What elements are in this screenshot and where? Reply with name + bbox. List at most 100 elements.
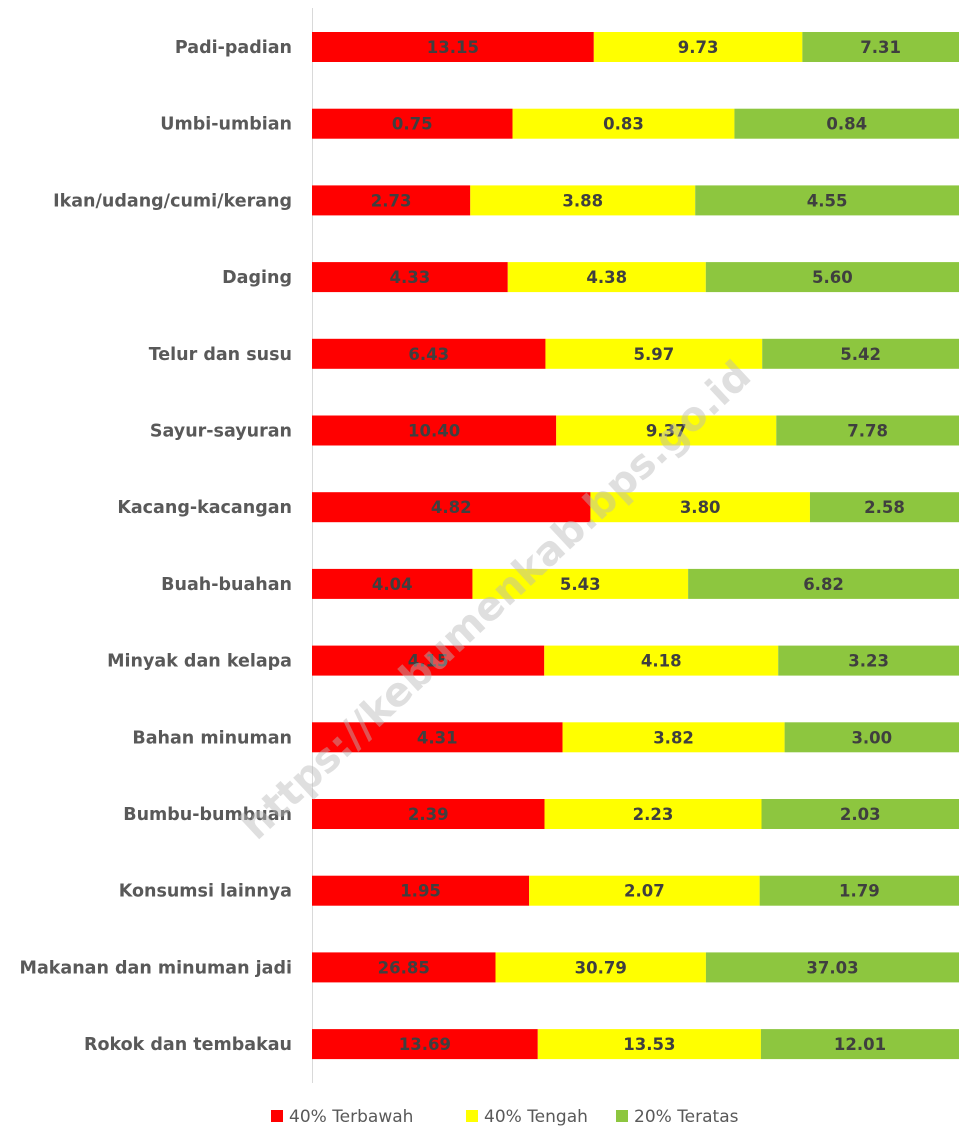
- value-label-20-teratas-minyak-dan-kelapa: 3.23: [848, 652, 889, 671]
- category-label-ikan-udang-cumi-kerang: Ikan/udang/cumi/kerang: [53, 191, 292, 211]
- bar-40-terbawah-buah-buahan: [312, 568, 473, 599]
- value-label-20-teratas-konsumsi-lainnya: 1.79: [839, 882, 880, 901]
- category-label-bahan-minuman: Bahan minuman: [132, 728, 292, 748]
- legend-label-40-terbawah: 40% Terbawah: [289, 1107, 413, 1127]
- legend: 40% Terbawah 40% Tengah 20% Teratas: [271, 1107, 739, 1127]
- bar-40-tengah-umbi-umbian: [512, 108, 735, 139]
- value-label-40-terbawah-bumbu-bumbuan: 2.39: [408, 805, 449, 824]
- value-label-40-tengah-telur-dan-susu: 5.97: [633, 345, 674, 364]
- legend-swatch-20-teratas: [616, 1110, 628, 1122]
- value-label-20-teratas-kacang-kacangan: 2.58: [864, 498, 905, 517]
- bar-40-tengah-konsumsi-lainnya: [529, 875, 760, 906]
- bar-40-tengah-bahan-minuman: [562, 722, 785, 753]
- category-label-umbi-umbian: Umbi-umbian: [160, 115, 292, 135]
- bar-20-teratas-makanan-dan-minuman-jadi: [705, 952, 959, 983]
- category-label-makanan-dan-minuman-jadi: Makanan dan minuman jadi: [20, 958, 292, 978]
- category-labels-group: Padi-padian Umbi-umbian Ikan/udang/cumi/ke…: [20, 38, 292, 1055]
- value-label-40-tengah-makanan-dan-minuman-jadi: 30.79: [575, 958, 627, 977]
- bar-20-teratas-minyak-dan-kelapa: [778, 645, 959, 676]
- value-label-40-tengah-rokok-dan-tembakau: 13.53: [623, 1035, 675, 1054]
- value-label-40-tengah-ikan-udang-cumi-kerang: 3.88: [562, 191, 603, 210]
- bar-40-terbawah-padi-padian: [312, 32, 594, 62]
- bar-40-terbawah-minyak-dan-kelapa: [312, 645, 545, 676]
- value-labels-group: 13.15 9.73 7.31 0.75 0.83 0.84 2.73 3.88 4.55 4.3…: [371, 38, 905, 1054]
- bar-40-terbawah-umbi-umbian: [312, 108, 513, 139]
- value-label-40-terbawah-makanan-dan-minuman-jadi: 26.85: [378, 958, 430, 977]
- value-label-40-tengah-sayur-sayuran: 9.37: [646, 422, 687, 441]
- value-label-40-terbawah-rokok-dan-tembakau: 13.69: [399, 1035, 451, 1054]
- category-label-konsumsi-lainnya: Konsumsi lainnya: [119, 882, 292, 902]
- bar-20-teratas-kacang-kacangan: [809, 492, 959, 523]
- value-label-40-terbawah-umbi-umbian: 0.75: [392, 115, 433, 134]
- category-label-padi-padian: Padi-padian: [175, 38, 292, 58]
- value-label-40-terbawah-bahan-minuman: 4.31: [417, 728, 458, 747]
- bar-20-teratas-bumbu-bumbuan: [761, 799, 959, 829]
- bar-40-terbawah-daging: [312, 262, 508, 293]
- value-label-20-teratas-makanan-dan-minuman-jadi: 37.03: [806, 958, 858, 977]
- category-label-telur-dan-susu: Telur dan susu: [149, 345, 292, 365]
- value-label-40-terbawah-ikan-udang-cumi-kerang: 2.73: [371, 191, 412, 210]
- value-label-40-tengah-padi-padian: 9.73: [678, 38, 719, 57]
- value-label-40-terbawah-kacang-kacangan: 4.82: [431, 498, 472, 517]
- value-label-20-teratas-ikan-udang-cumi-kerang: 4.55: [807, 191, 848, 210]
- bar-40-tengah-padi-padian: [593, 32, 803, 62]
- bar-20-teratas-umbi-umbian: [734, 108, 959, 139]
- bar-20-teratas-padi-padian: [802, 32, 959, 62]
- value-label-40-tengah-konsumsi-lainnya: 2.07: [624, 882, 665, 901]
- bar-40-tengah-makanan-dan-minuman-jadi: [495, 952, 706, 983]
- bar-40-tengah-bumbu-bumbuan: [544, 799, 762, 829]
- bar-40-terbawah-bahan-minuman: [312, 722, 563, 753]
- bar-40-tengah-minyak-dan-kelapa: [544, 645, 779, 676]
- category-label-sayur-sayuran: Sayur-sayuran: [150, 422, 292, 442]
- legend-label-40-tengah: 40% Tengah: [484, 1107, 588, 1127]
- value-label-40-tengah-bumbu-bumbuan: 2.23: [633, 805, 674, 824]
- bar-40-terbawah-sayur-sayuran: [312, 415, 557, 446]
- value-label-20-teratas-buah-buahan: 6.82: [803, 575, 844, 594]
- value-label-40-tengah-umbi-umbian: 0.83: [603, 115, 644, 134]
- bar-20-teratas-rokok-dan-tembakau: [760, 1029, 959, 1060]
- bar-40-tengah-sayur-sayuran: [556, 415, 777, 446]
- bar-40-terbawah-ikan-udang-cumi-kerang: [312, 185, 471, 216]
- value-label-40-tengah-minyak-dan-kelapa: 4.18: [641, 652, 682, 671]
- value-label-20-teratas-bumbu-bumbuan: 2.03: [840, 805, 881, 824]
- bar-40-terbawah-konsumsi-lainnya: [312, 875, 530, 906]
- value-label-20-teratas-daging: 5.60: [812, 268, 853, 287]
- bar-40-terbawah-makanan-dan-minuman-jadi: [312, 952, 496, 983]
- bar-40-terbawah-kacang-kacangan: [312, 492, 591, 523]
- category-label-kacang-kacangan: Kacang-kacangan: [117, 498, 292, 518]
- value-label-40-tengah-bahan-minuman: 3.82: [653, 728, 694, 747]
- bar-40-terbawah-bumbu-bumbuan: [312, 799, 545, 829]
- value-label-20-teratas-bahan-minuman: 3.00: [851, 728, 892, 747]
- value-label-20-teratas-sayur-sayuran: 7.78: [847, 422, 888, 441]
- value-label-40-terbawah-minyak-dan-kelapa: 4.15: [408, 652, 449, 671]
- bar-40-tengah-kacang-kacangan: [590, 492, 810, 523]
- value-label-40-tengah-buah-buahan: 5.43: [560, 575, 601, 594]
- value-label-40-terbawah-telur-dan-susu: 6.43: [408, 345, 449, 364]
- bar-40-terbawah-telur-dan-susu: [312, 338, 546, 369]
- category-label-minyak-dan-kelapa: Minyak dan kelapa: [107, 652, 292, 672]
- value-label-40-tengah-daging: 4.38: [586, 268, 627, 287]
- category-label-daging: Daging: [222, 268, 292, 288]
- legend-label-20-teratas: 20% Teratas: [634, 1107, 739, 1127]
- bar-40-tengah-telur-dan-susu: [545, 338, 763, 369]
- value-label-40-terbawah-sayur-sayuran: 10.40: [408, 422, 460, 441]
- bar-20-teratas-daging: [705, 262, 959, 293]
- category-label-buah-buahan: Buah-buahan: [161, 575, 292, 595]
- bar-40-terbawah-rokok-dan-tembakau: [312, 1029, 538, 1060]
- bar-40-tengah-ikan-udang-cumi-kerang: [470, 185, 696, 216]
- bars-group: [312, 32, 959, 1060]
- value-label-40-terbawah-padi-padian: 13.15: [427, 38, 479, 57]
- bar-40-tengah-daging: [507, 262, 706, 293]
- bar-20-teratas-konsumsi-lainnya: [759, 875, 959, 906]
- value-label-40-tengah-kacang-kacangan: 3.80: [680, 498, 721, 517]
- value-label-20-teratas-telur-dan-susu: 5.42: [840, 345, 881, 364]
- bar-20-teratas-buah-buahan: [688, 568, 959, 599]
- value-label-20-teratas-umbi-umbian: 0.84: [826, 115, 867, 134]
- legend-swatch-40-terbawah: [271, 1110, 283, 1122]
- bar-40-tengah-buah-buahan: [472, 568, 689, 599]
- category-label-bumbu-bumbuan: Bumbu-bumbuan: [123, 805, 292, 825]
- bar-20-teratas-sayur-sayuran: [776, 415, 959, 446]
- value-label-40-terbawah-konsumsi-lainnya: 1.95: [400, 882, 441, 901]
- legend-swatch-40-tengah: [466, 1110, 478, 1122]
